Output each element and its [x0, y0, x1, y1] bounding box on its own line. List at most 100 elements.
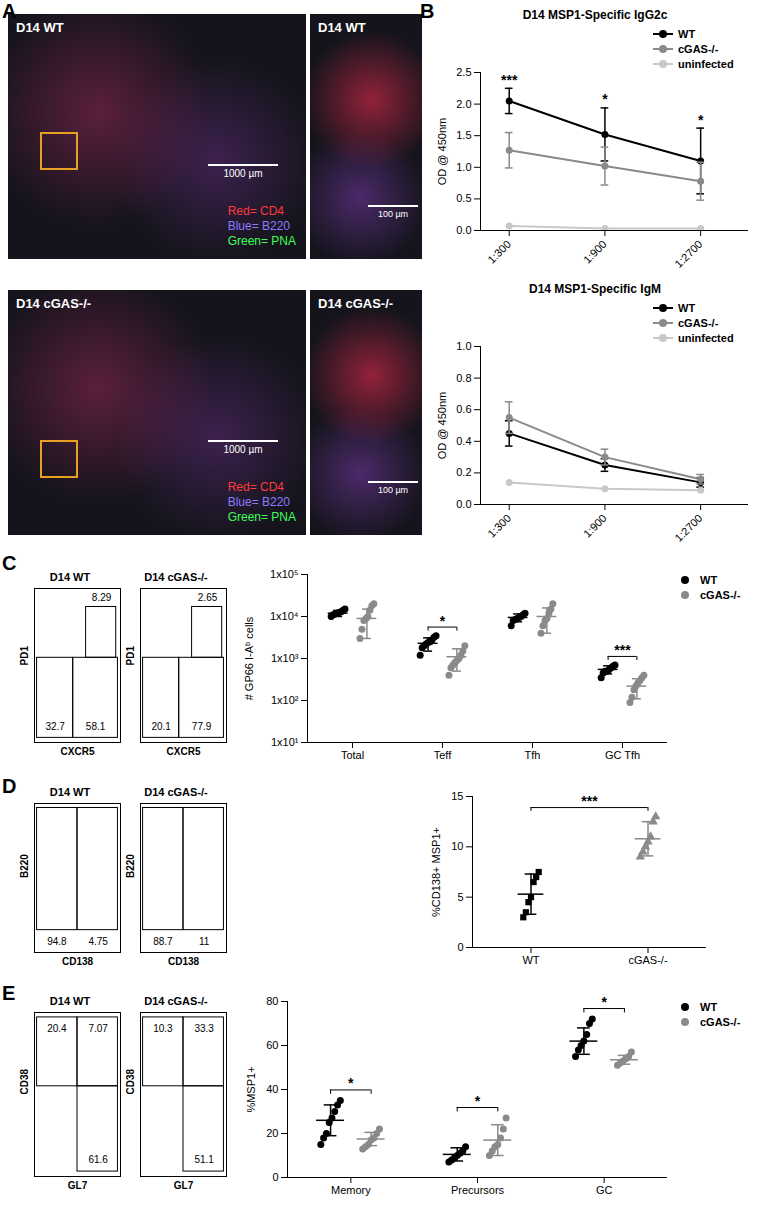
html-text:A: A [2, 0, 17, 22]
svg-text:*: * [602, 91, 608, 107]
svg-text:61.6: 61.6 [88, 1154, 108, 1165]
svg-text:PD1: PD1 [125, 646, 136, 666]
svg-text:0.8: 0.8 [456, 372, 471, 384]
html-text:Blue= B220: Blue= B220 [227, 219, 290, 233]
svg-text:32.7: 32.7 [45, 721, 65, 732]
svg-text:OD @ 450nm: OD @ 450nm [436, 392, 448, 459]
html-text:E: E [2, 982, 16, 1004]
svg-text:0.5: 0.5 [456, 192, 471, 204]
html-text:D: D [2, 775, 17, 797]
svg-text:20.1: 20.1 [151, 721, 171, 732]
svg-text:WT: WT [522, 954, 539, 966]
svg-text:1x10³: 1x10³ [271, 652, 299, 664]
svg-text:Total: Total [341, 749, 364, 761]
html-text:Red= CD4: Red= CD4 [227, 480, 284, 494]
svg-text:Memory: Memory [331, 1184, 371, 1196]
svg-text:GL7: GL7 [68, 1180, 88, 1191]
svg-text:CXCR5: CXCR5 [167, 746, 201, 757]
svg-text:1.0: 1.0 [456, 340, 471, 352]
html-text:Blue= B220: Blue= B220 [227, 495, 290, 509]
svg-text:33.3: 33.3 [194, 1023, 214, 1034]
svg-text:1:900: 1:900 [581, 512, 609, 540]
svg-text:1.5: 1.5 [456, 129, 471, 141]
svg-text:1:2700: 1:2700 [672, 238, 704, 270]
svg-text:10: 10 [451, 840, 463, 852]
svg-text:1x10¹: 1x10¹ [271, 736, 299, 748]
svg-text:0: 0 [457, 941, 463, 953]
html-text:D14 cGAS-/-: D14 cGAS-/- [318, 296, 394, 311]
svg-text:1x10⁵: 1x10⁵ [270, 568, 298, 580]
svg-text:11: 11 [199, 936, 210, 947]
svg-text:*: * [601, 994, 607, 1010]
html-text:Green= PNA: Green= PNA [227, 510, 296, 524]
svg-text:cGAS-/-: cGAS-/- [628, 954, 667, 966]
svg-text:4.75: 4.75 [88, 936, 108, 947]
svg-text:GC: GC [596, 1184, 613, 1196]
svg-text:# GP66 I-Aᵇ cells: # GP66 I-Aᵇ cells [243, 616, 255, 700]
svg-text:CD138: CD138 [62, 956, 94, 967]
svg-text:Precursors: Precursors [451, 1184, 505, 1196]
svg-text:2.0: 2.0 [456, 98, 471, 110]
svg-text:20: 20 [266, 1127, 278, 1139]
svg-text:40: 40 [266, 1083, 278, 1095]
html-text:D14 WT: D14 WT [16, 20, 64, 35]
svg-text:B220: B220 [125, 854, 136, 878]
svg-text:2.5: 2.5 [456, 66, 471, 78]
html-text:D14 cGAS-/-: D14 cGAS-/- [16, 296, 92, 311]
svg-text:88.7: 88.7 [153, 936, 173, 947]
svg-text:5: 5 [457, 891, 463, 903]
svg-text:20.4: 20.4 [47, 1023, 67, 1034]
svg-text:*: * [475, 1093, 481, 1109]
svg-text:7.07: 7.07 [88, 1023, 108, 1034]
svg-text:10.3: 10.3 [153, 1023, 173, 1034]
svg-text:GL7: GL7 [174, 1180, 194, 1191]
svg-text:1:300: 1:300 [485, 512, 513, 540]
svg-text:80: 80 [266, 995, 278, 1007]
svg-text:CXCR5: CXCR5 [61, 746, 95, 757]
html-text:Green= PNA: Green= PNA [227, 234, 296, 248]
svg-text:0.0: 0.0 [456, 224, 471, 236]
svg-text:2.65: 2.65 [198, 592, 218, 603]
svg-text:*: * [698, 112, 704, 128]
svg-text:1:900: 1:900 [581, 238, 609, 266]
svg-text:51.1: 51.1 [194, 1154, 214, 1165]
html-text:C: C [2, 552, 17, 574]
svg-text:60: 60 [266, 1039, 278, 1051]
html-text:D14 MSP1-Specific IgM: D14 MSP1-Specific IgM [529, 282, 661, 296]
svg-text:PD1: PD1 [19, 646, 30, 666]
html-text:D14 MSP1-Specific IgG2c: D14 MSP1-Specific IgG2c [522, 8, 668, 22]
svg-text:8.29: 8.29 [92, 592, 112, 603]
svg-text:***: *** [614, 642, 631, 658]
svg-text:CD38: CD38 [19, 1068, 30, 1094]
svg-text:94.8: 94.8 [47, 936, 67, 947]
svg-text:Teff: Teff [434, 749, 452, 761]
svg-text:B220: B220 [19, 854, 30, 878]
svg-text:*: * [440, 613, 446, 629]
svg-text:0.2: 0.2 [456, 466, 471, 478]
svg-text:58.1: 58.1 [86, 721, 106, 732]
svg-text:0.6: 0.6 [456, 403, 471, 415]
html-text:B: B [420, 0, 435, 22]
svg-text:0: 0 [272, 1171, 278, 1183]
svg-text:1:2700: 1:2700 [672, 512, 704, 544]
svg-text:CD138: CD138 [168, 956, 200, 967]
svg-text:1.0: 1.0 [456, 161, 471, 173]
svg-text:%CD138+ MSP1+: %CD138+ MSP1+ [430, 827, 442, 917]
svg-text:1:300: 1:300 [485, 238, 513, 266]
svg-text:CD38: CD38 [125, 1068, 136, 1094]
svg-text:15: 15 [451, 790, 463, 802]
svg-text:0.0: 0.0 [456, 498, 471, 510]
svg-text:77.9: 77.9 [192, 721, 212, 732]
svg-text:***: *** [501, 72, 518, 88]
svg-text:0.4: 0.4 [456, 435, 471, 447]
svg-text:1x10²: 1x10² [271, 694, 299, 706]
svg-text:OD @ 450nm: OD @ 450nm [436, 118, 448, 185]
svg-text:%MSP1+: %MSP1+ [245, 1066, 257, 1112]
svg-text:***: *** [581, 793, 598, 809]
svg-text:Tfh: Tfh [525, 749, 541, 761]
html-text:D14 WT: D14 WT [318, 20, 366, 35]
svg-text:1x10⁴: 1x10⁴ [270, 610, 299, 622]
svg-text:GC Tfh: GC Tfh [605, 749, 640, 761]
html-text:Red= CD4: Red= CD4 [227, 204, 284, 218]
svg-text:*: * [348, 1075, 354, 1091]
